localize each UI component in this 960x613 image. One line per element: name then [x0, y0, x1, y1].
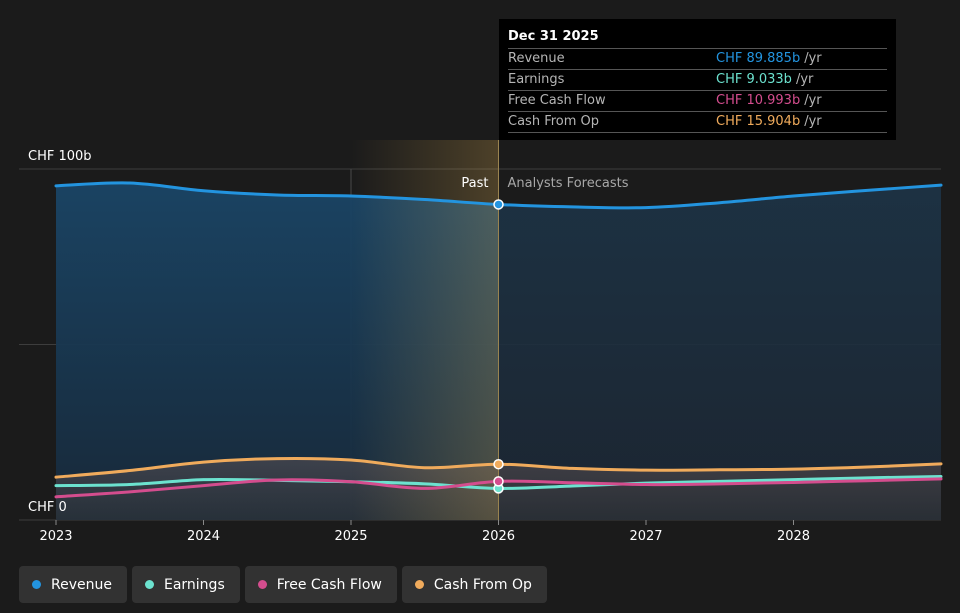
tooltip-row-value: CHF 89.885b	[716, 51, 801, 66]
revenue-area-forecast	[499, 185, 941, 520]
legend-dot-icon	[32, 580, 41, 589]
legend-item-cash-from-op[interactable]: Cash From Op	[401, 566, 547, 603]
x-tick-label: 2024	[187, 529, 220, 544]
past-label: Past	[461, 176, 488, 191]
legend-label: Earnings	[163, 576, 225, 593]
tooltip-row-unit: /yr	[804, 93, 822, 108]
financials-chart: CHF 100b CHF 0 Past Analysts Forecasts 2…	[19, 140, 943, 544]
tooltip-row: Cash From Op CHF 15.904b/yr	[508, 111, 887, 133]
tooltip-rows: Revenue CHF 89.885b/yr Earnings CHF 9.033b /…	[508, 48, 887, 133]
forecast-label: Analysts Forecasts	[508, 176, 629, 191]
legend-dot-icon	[144, 580, 154, 589]
chart-legend: Revenue Earnings Free Cash Flow Cash From O…	[19, 566, 547, 603]
tooltip-row: Earnings CHF 9.033b/yr	[508, 69, 887, 90]
legend-dot-icon	[414, 580, 424, 589]
revenue-marker	[493, 199, 504, 210]
tooltip-row-value: CHF 9.033b	[716, 72, 792, 87]
tooltip-row-unit: /yr	[804, 51, 822, 66]
cash-from-op-marker	[493, 458, 504, 470]
y-axis-label-top: CHF 100b	[28, 149, 92, 164]
tooltip-row: Revenue CHF 89.885b/yr	[508, 48, 887, 69]
tooltip-row-label: Revenue	[508, 51, 565, 66]
tooltip-row-label: Earnings	[508, 72, 565, 87]
data-tooltip: Dec 31 2025 Revenue CHF 89.885b/yr Earning…	[499, 19, 896, 140]
y-axis-label-bottom: CHF 0	[28, 500, 67, 515]
x-tick-label: 2025	[334, 529, 367, 544]
legend-label: Free Cash Flow	[276, 576, 382, 593]
legend-dot-icon	[257, 580, 267, 589]
tooltip-row-label: Cash From Op	[508, 114, 600, 129]
tooltip-row: Free Cash Flow CHF 10.993b/yr	[508, 90, 887, 111]
tooltip-date: Dec 31 2025	[508, 29, 599, 44]
legend-item-revenue[interactable]: Revenue	[19, 566, 127, 603]
x-tick-label: 2026	[482, 529, 515, 544]
x-tick-label: 2027	[629, 529, 662, 544]
legend-label: Revenue	[51, 576, 112, 593]
x-tick-label: 2023	[39, 529, 72, 544]
tooltip-row-unit: /yr	[804, 114, 822, 129]
legend-item-earnings[interactable]: Earnings	[131, 566, 240, 603]
legend-label: Cash From Op	[433, 576, 532, 593]
legend-item-free-cash-flow[interactable]: Free Cash Flow	[244, 566, 397, 603]
x-tick-label: 2028	[777, 529, 810, 544]
tooltip-row-value: CHF 15.904b	[716, 114, 801, 129]
tooltip-row-label: Free Cash Flow	[508, 93, 606, 108]
tooltip-row-unit: /yr	[795, 72, 814, 87]
tooltip-row-value: CHF 10.993b	[716, 93, 801, 108]
free-cash-flow-marker	[493, 476, 504, 487]
